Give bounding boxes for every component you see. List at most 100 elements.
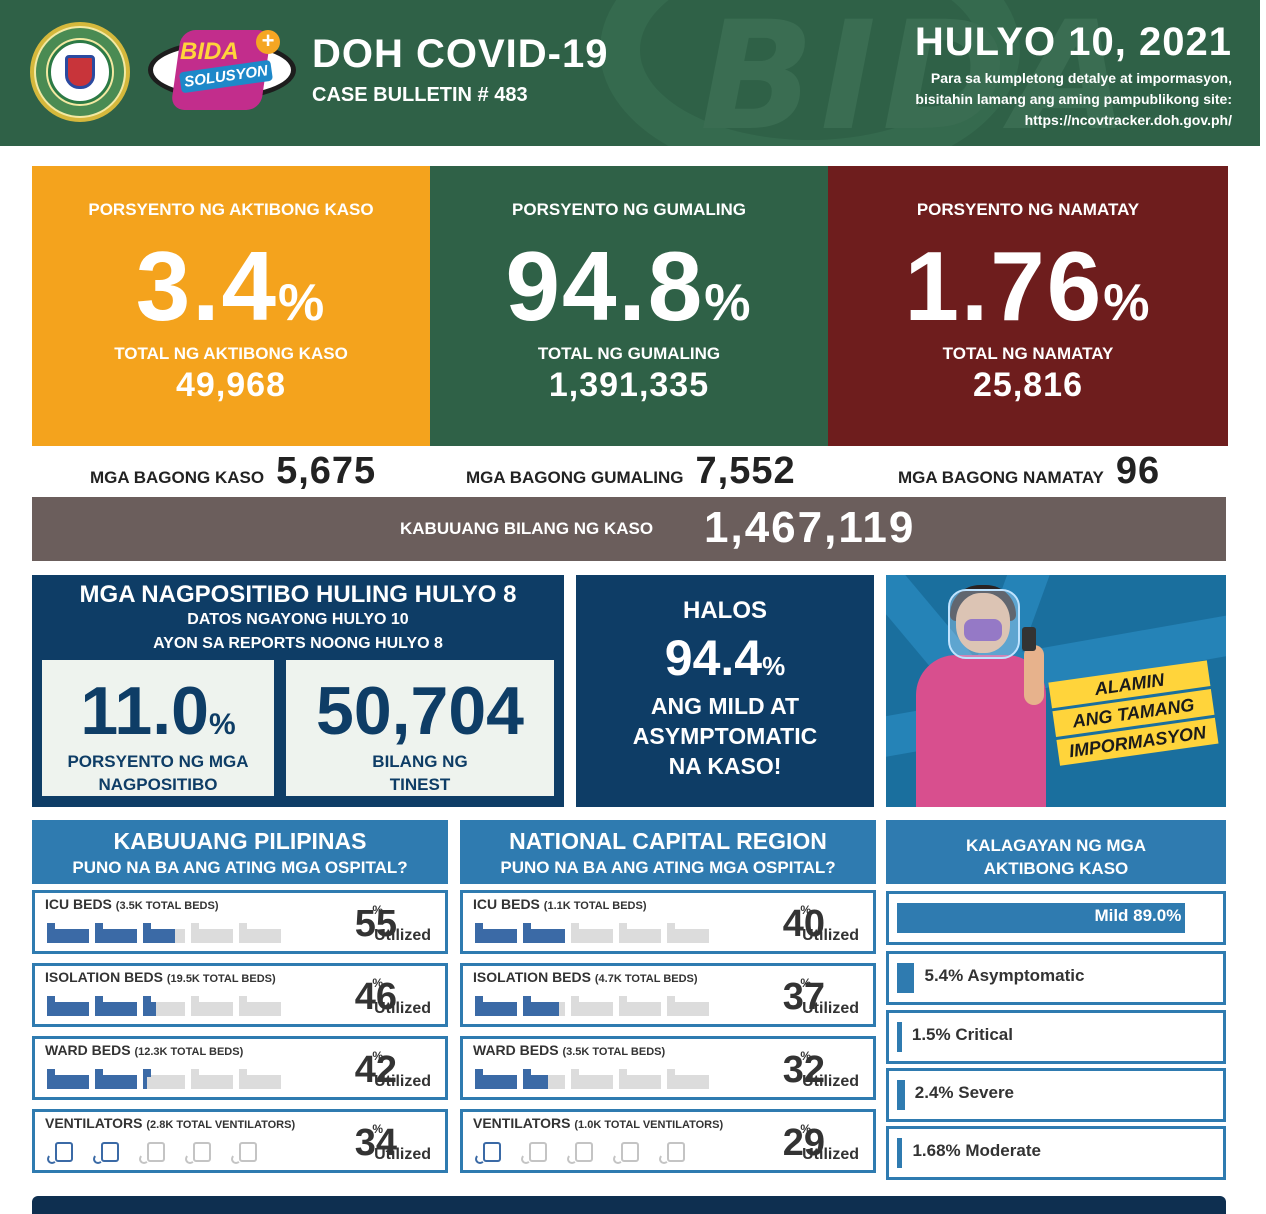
new-cases: MGA BAGONG KASO 5,675 [90,450,376,494]
bed-utilization-row: VENTILATORS (1.0K TOTAL VENTILATORS) 29% U… [460,1109,876,1173]
case-status-bar [897,903,1186,933]
seal-inner [48,40,112,104]
deaths-total-label: TOTAL NG NAMATAY [942,344,1114,363]
ventilator-icon [659,1142,687,1166]
site-url-link[interactable]: https://ncovtracker.doh.gov.ph/ [1024,112,1232,128]
deaths-total: 25,816 [973,366,1083,404]
case-status-row: 1.5% Critical [886,1010,1226,1064]
bed-bar-pillow [571,996,579,1004]
new-recoveries: MGA BAGONG GUMALING 7,552 [466,450,796,494]
case-status-label: Mild 89.0% [1094,906,1182,925]
bulletin-date: HULYO 10, 2021 [914,20,1232,64]
bed-icon [523,923,565,945]
utilized-label: Utilized [374,927,431,944]
mild-text: ANG MILD AT ASYMPTOMATIC NA KASO! [576,691,874,781]
positivity-subtitle-2: AYON SA REPORTS NOONG HULYO 8 [153,635,443,652]
utilization-bars [47,923,287,945]
bed-type-label: ISOLATION BEDS (4.7K TOTAL BEDS) [473,969,698,985]
bed-icon [619,1069,661,1091]
bed-bar-empty [239,929,281,943]
new-recoveries-value: 7,552 [695,450,796,492]
bed-bar-fill [143,1075,148,1089]
positivity-title: MGA NAGPOSITIBO HULING HULYO 8 [79,581,517,608]
bed-bar-fill [475,1002,517,1016]
bed-bar-pillow [667,1069,675,1077]
utilization-percent: 40 [782,903,825,945]
bed-bar-empty [571,929,613,943]
bed-type-name: ICU BEDS [473,896,544,912]
bed-icon [239,996,281,1018]
bed-type-label: ISOLATION BEDS (19.5K TOTAL BEDS) [45,969,276,985]
bed-type-name: ISOLATION BEDS [45,969,167,985]
bed-bar-fill [143,1002,156,1016]
ventilator-tube [567,1154,577,1164]
ventilator-icon [231,1142,259,1166]
deaths-percent-sign: % [1103,274,1152,332]
bed-utilization-row: WARD BEDS (3.5K TOTAL BEDS) 32% Utilized [460,1036,876,1100]
seal-shield-icon [65,55,95,89]
bed-icon [571,996,613,1018]
mild-asymptomatic-panel: HALOS 94.4% ANG MILD AT ASYMPTOMATIC NA … [576,575,874,807]
bed-bar-pillow [47,923,55,931]
case-status-row: Mild 89.0% [886,891,1226,945]
bed-bar-empty [619,929,661,943]
active-percent-sign: % [277,274,327,332]
bed-icon [191,996,233,1018]
tested-count: 50,704 [316,673,524,749]
plus-icon: + [256,30,280,54]
tested-count-box: 50,704 BILANG NG TINEST [286,660,554,796]
bed-bar-pillow [571,923,579,931]
bed-bar-empty [239,1075,281,1089]
new-cases-label: MGA BAGONG KASO [90,468,265,487]
bed-bar-pillow [523,996,531,1004]
deaths-percent-label: PORSYENTO NG NAMATAY [916,200,1140,219]
ventilator-tube [231,1154,241,1164]
bed-bar-pillow [475,923,483,931]
bed-bar-fill [95,1002,137,1016]
positivity-rate-sign: % [208,708,236,741]
bed-bar-fill [523,1002,559,1016]
ventilator-tube [93,1154,103,1164]
bed-type-name: VENTILATORS [473,1115,575,1131]
case-status-label: 1.68% Moderate [912,1141,1041,1160]
positivity-rate-label-1: PORSYENTO NG MGA [67,752,249,771]
ventilator-box [239,1142,257,1162]
bed-bar-pillow [239,923,247,931]
ventilator-icon [185,1142,213,1166]
bed-type-total: (3.5K TOTAL BEDS) [562,1046,666,1058]
hospitals-ph-title: KABUUANG PILIPINAS [113,828,367,854]
bed-icon [523,1069,565,1091]
utilization-bars [475,1069,715,1091]
ventilator-box [483,1142,501,1162]
status-title: KALAGAYAN NG MGA AKTIBONG KASO [886,834,1226,880]
positivity-rate-value: 11.0 [80,673,209,749]
mild-text-1: ANG MILD AT [650,693,800,719]
recovered-total-label: TOTAL NG GUMALING [537,344,721,363]
utilized-label: Utilized [802,927,859,944]
utilization-bars [475,1142,715,1164]
bed-icon [239,1069,281,1091]
bed-type-label: VENTILATORS (2.8K TOTAL VENTILATORS) [45,1115,295,1131]
bed-bar-pillow [667,996,675,1004]
bed-icon [475,996,517,1018]
recovered-percent-sign: % [704,274,753,332]
bed-bar-empty [619,1002,661,1016]
bed-type-label: WARD BEDS (3.5K TOTAL BEDS) [473,1042,665,1058]
seal-ring [36,28,124,116]
bed-icon [47,1069,89,1091]
mild-percent-sign: % [762,651,786,681]
percent-sign: % [800,976,811,990]
bed-type-name: ISOLATION BEDS [473,969,595,985]
percent-sign: % [372,1049,383,1063]
bed-icon [475,923,517,945]
recovered-percent-label: PORSYENTO NG GUMALING [512,200,746,219]
positivity-rate-box: 11.0% PORSYENTO NG MGA NAGPOSITIBO [42,660,274,796]
bed-bar-pillow [239,1069,247,1077]
bulletin-number: CASE BULLETIN # 483 [312,84,528,106]
bed-type-name: WARD BEDS [473,1042,563,1058]
ventilator-icon [521,1142,549,1166]
bed-bar-fill [47,929,89,943]
utilized-label: Utilized [374,1073,431,1090]
bed-bar-empty [571,1002,613,1016]
bed-type-label: ICU BEDS (3.5K TOTAL BEDS) [45,896,218,912]
